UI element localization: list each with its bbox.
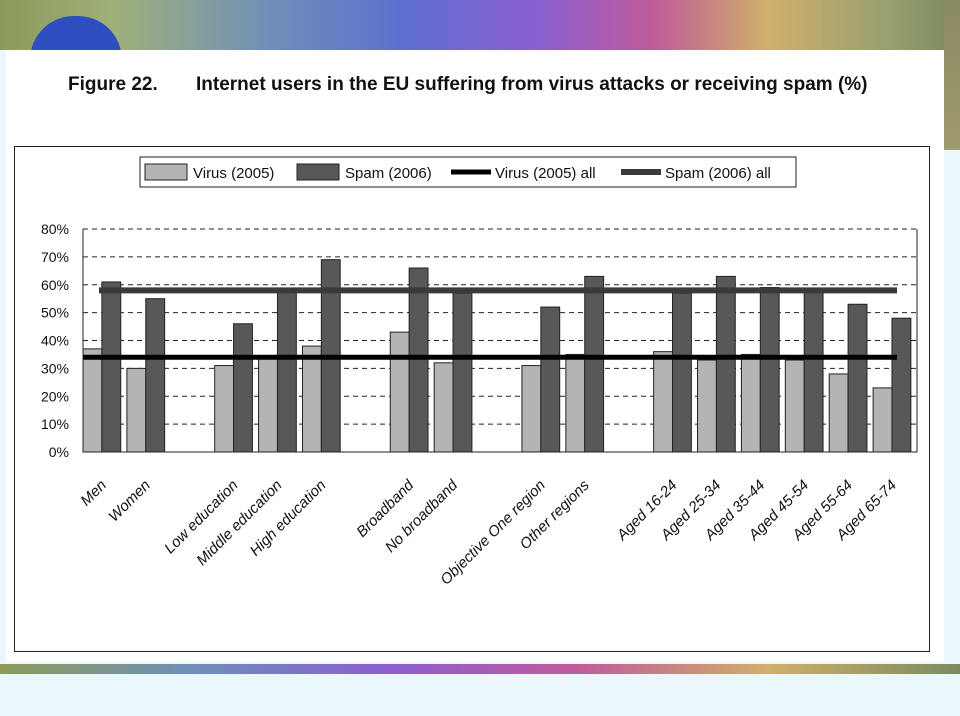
y-tick-label: 30% [41, 360, 69, 376]
bar-spam-2006 [145, 298, 166, 453]
legend-label-virus-all: Virus (2005) all [495, 165, 596, 182]
bar-spam-2006 [408, 267, 429, 453]
bar-spam-2006 [276, 289, 297, 453]
bar-spam-2006 [715, 275, 736, 453]
x-category-label: Men [77, 477, 110, 510]
header-banner [0, 0, 960, 50]
x-category-label: Women [105, 477, 154, 526]
y-tick-label: 0% [49, 444, 69, 460]
figure-number: Figure 22. [68, 74, 158, 95]
bar-spam-2006 [584, 275, 605, 453]
bar-virus-2005 [389, 331, 410, 453]
y-tick-label: 50% [41, 305, 69, 321]
footer-strip [0, 664, 960, 674]
chart-svg: Virus (2005) Spam (2006) Virus (2005) all S… [41, 156, 918, 588]
bar-spam-2006 [540, 306, 561, 453]
bar-virus-2005 [82, 348, 103, 453]
bar-virus-2005 [126, 367, 147, 453]
y-tick-label: 70% [41, 249, 69, 265]
bar-spam-2006 [891, 317, 912, 453]
bar-virus-2005 [740, 353, 761, 453]
y-tick-label: 10% [41, 416, 69, 432]
legend-label-virus: Virus (2005) [193, 165, 274, 182]
bar-spam-2006 [101, 281, 122, 453]
bar-spam-2006 [759, 287, 780, 453]
bar-virus-2005 [872, 387, 893, 453]
bar-virus-2005 [258, 356, 278, 453]
bar-virus-2005 [214, 365, 235, 453]
bar-virus-2005 [828, 373, 849, 453]
legend-swatch-virus [144, 163, 188, 181]
bar-spam-2006 [452, 292, 473, 453]
legend-box [139, 156, 797, 188]
reference-lines [83, 287, 897, 360]
figure-title: Figure 22. Internet users in the EU suffe… [68, 74, 928, 96]
bars [82, 259, 912, 453]
figure-title-text: Internet users in the EU suffering from … [196, 74, 868, 95]
x-category-label: Low education [161, 477, 241, 557]
x-category-label: High education [247, 477, 330, 560]
bar-virus-2005 [784, 359, 805, 453]
bar-virus-2005 [521, 365, 542, 453]
chart: Virus (2005) Spam (2006) Virus (2005) all S… [14, 146, 930, 652]
banner-side-strip [944, 0, 960, 150]
bar-spam-2006 [233, 323, 253, 453]
bar-spam-2006 [672, 292, 692, 453]
y-tick-label: 80% [41, 221, 69, 237]
legend: Virus (2005) Spam (2006) Virus (2005) all S… [139, 156, 797, 188]
axes: 0% 10% 20% 30% 40% 50% 60% 70% 80% [41, 221, 918, 460]
bar-spam-2006 [847, 303, 868, 453]
bar-spam-2006 [803, 289, 824, 453]
bar-virus-2005 [565, 353, 586, 453]
y-tick-label: 60% [41, 277, 69, 293]
bar-virus-2005 [697, 359, 717, 453]
legend-label-spam-all: Spam (2006) all [665, 165, 771, 182]
legend-swatch-spam [296, 163, 340, 181]
y-tick-label: 20% [41, 388, 69, 404]
y-tick-label: 40% [41, 333, 69, 349]
legend-label-spam: Spam (2006) [345, 165, 432, 182]
bar-virus-2005 [433, 362, 454, 453]
bar-virus-2005 [301, 345, 322, 453]
bar-virus-2005 [653, 351, 674, 453]
